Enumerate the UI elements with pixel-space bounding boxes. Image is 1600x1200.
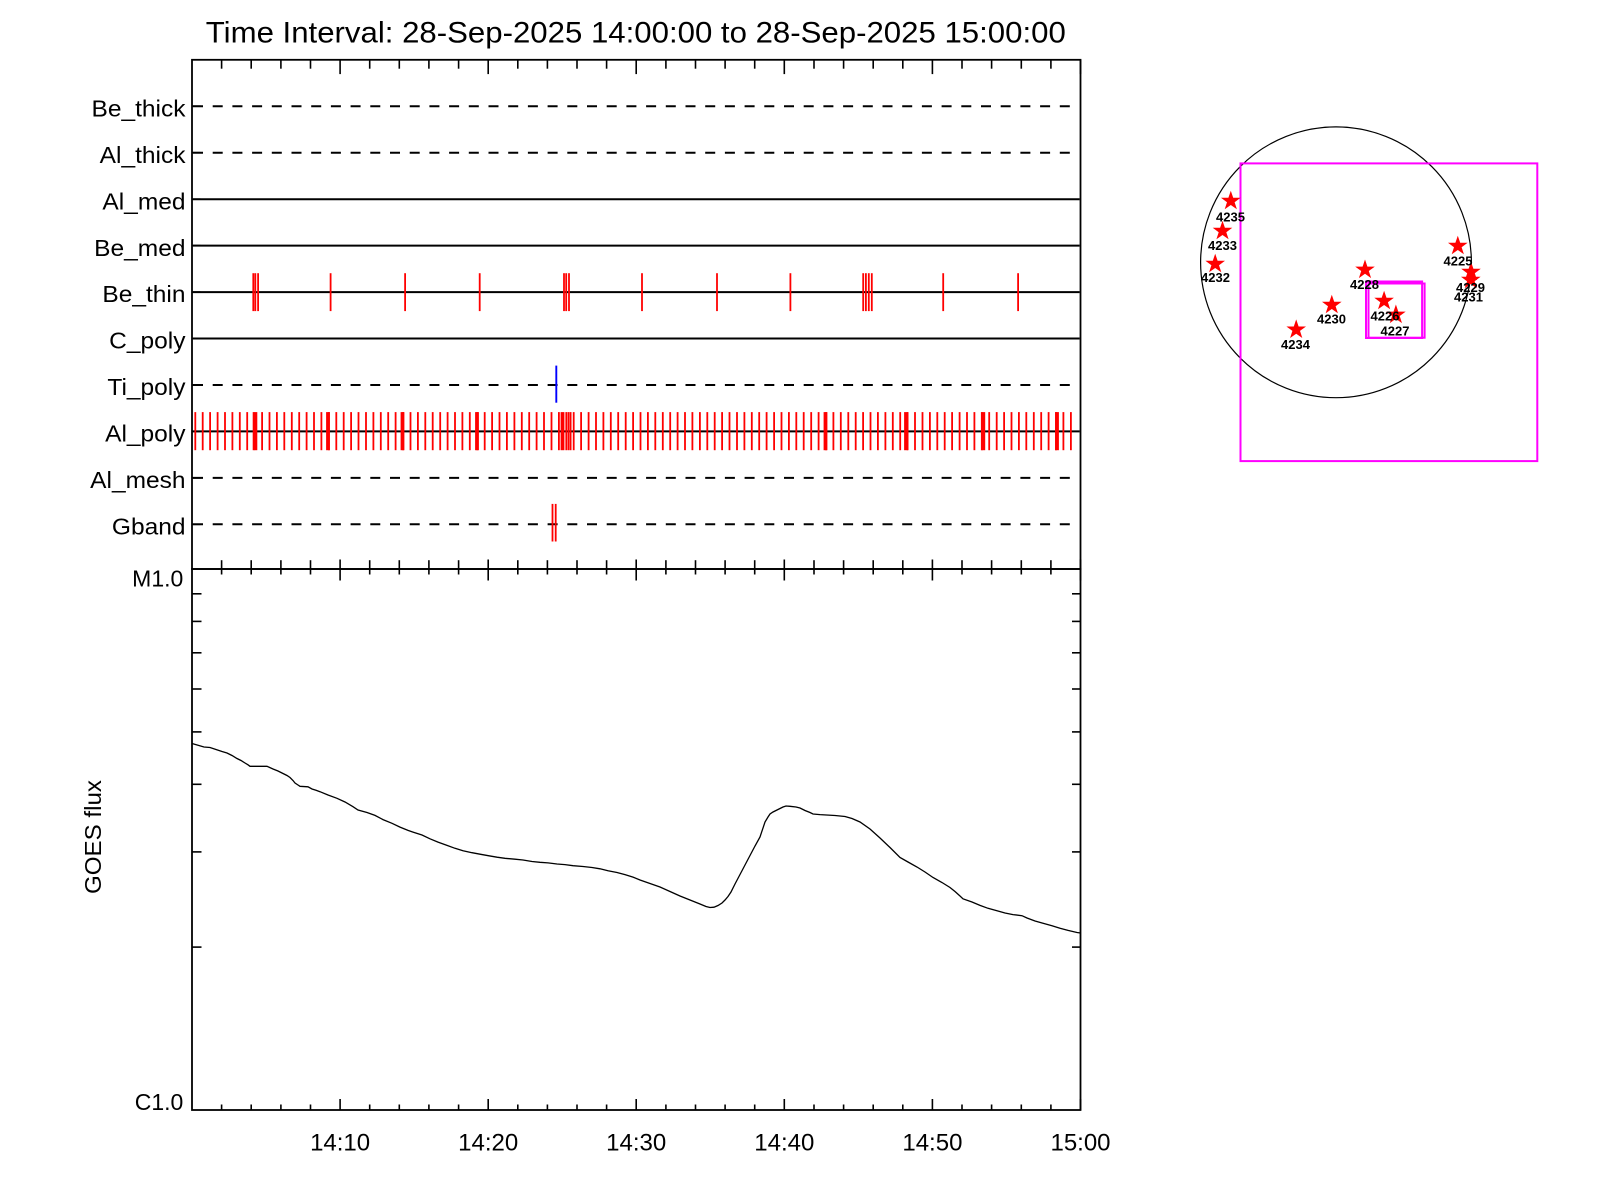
svg-text:4233: 4233 <box>1208 238 1237 253</box>
svg-text:14:10: 14:10 <box>310 1129 370 1156</box>
svg-text:14:50: 14:50 <box>902 1129 962 1156</box>
svg-text:Al_med: Al_med <box>102 188 185 214</box>
svg-text:M1.0: M1.0 <box>132 566 183 592</box>
svg-text:14:20: 14:20 <box>458 1129 518 1156</box>
svg-text:4225: 4225 <box>1444 254 1473 269</box>
svg-text:14:30: 14:30 <box>606 1129 666 1156</box>
svg-text:C_poly: C_poly <box>109 328 186 354</box>
svg-text:4230: 4230 <box>1317 312 1346 327</box>
svg-text:Be_thin: Be_thin <box>102 281 185 307</box>
svg-text:14:40: 14:40 <box>754 1129 814 1156</box>
svg-text:Al_thick: Al_thick <box>100 142 186 168</box>
svg-text:Al_poly: Al_poly <box>105 421 186 447</box>
svg-text:4234: 4234 <box>1281 337 1311 352</box>
svg-text:4228: 4228 <box>1350 277 1379 292</box>
svg-text:4227: 4227 <box>1381 324 1410 339</box>
svg-text:4226: 4226 <box>1371 309 1400 324</box>
svg-text:4229: 4229 <box>1456 280 1485 295</box>
svg-text:GOES flux: GOES flux <box>80 779 106 894</box>
svg-text:Time Interval: 28-Sep-2025 14:: Time Interval: 28-Sep-2025 14:00:00 to 2… <box>206 17 1066 50</box>
svg-text:C1.0: C1.0 <box>135 1089 184 1115</box>
svg-text:4231: 4231 <box>1454 290 1483 305</box>
svg-text:Be_thick: Be_thick <box>92 96 187 122</box>
svg-text:Be_med: Be_med <box>94 235 185 261</box>
svg-text:Gband: Gband <box>112 514 186 540</box>
svg-text:Al_mesh: Al_mesh <box>90 467 185 493</box>
svg-text:4235: 4235 <box>1216 210 1245 225</box>
svg-text:4232: 4232 <box>1201 270 1230 285</box>
svg-text:15:00: 15:00 <box>1050 1129 1110 1156</box>
svg-text:Ti_poly: Ti_poly <box>107 374 186 400</box>
